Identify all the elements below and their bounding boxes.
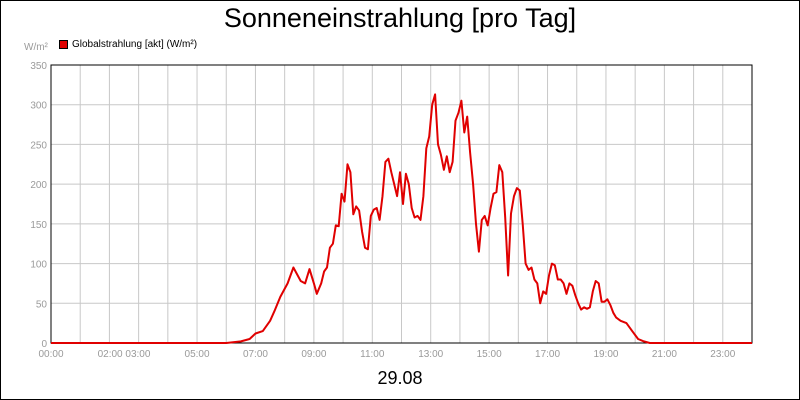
x-tick-label: 23:00 — [710, 349, 735, 360]
x-tick-label: 13:00 — [418, 349, 443, 360]
x-tick-label: 15:00 — [477, 349, 502, 360]
y-tick-label: 200 — [30, 180, 47, 191]
y-tick-label: 50 — [36, 299, 48, 310]
y-tick-label: 0 — [41, 339, 47, 350]
legend: Globalstrahlung [akt] (W/m²) — [59, 39, 197, 50]
y-tick-label: 150 — [30, 220, 47, 231]
y-tick-label: 300 — [30, 101, 47, 112]
x-tick-label: 00:00 — [38, 349, 63, 360]
y-tick-label: 350 — [30, 61, 47, 72]
x-tick-label: 11:00 — [360, 349, 385, 360]
y-tick-label: 100 — [30, 260, 47, 271]
x-tick-label: 07:00 — [243, 349, 268, 360]
plot-border — [50, 64, 753, 344]
x-tick-label: 05:00 — [185, 349, 210, 360]
chart-title: Sonneneinstrahlung [pro Tag] — [223, 3, 577, 33]
legend-label: Globalstrahlung [akt] (W/m²) — [72, 39, 198, 50]
x-tick-label: 09:00 — [301, 349, 326, 360]
x-tick-label: 17:00 — [535, 349, 560, 360]
date-label: 29.08 — [377, 368, 423, 388]
x-tick-label: 19:00 — [593, 349, 618, 360]
y-tick-label: 250 — [30, 140, 47, 151]
y-axis-unit-label: W/m² — [24, 42, 48, 53]
x-tick-label: 02:00 03:00 — [98, 349, 151, 360]
series-line — [51, 93, 752, 344]
legend-swatch — [59, 40, 68, 49]
x-tick-label: 21:00 — [652, 349, 677, 360]
